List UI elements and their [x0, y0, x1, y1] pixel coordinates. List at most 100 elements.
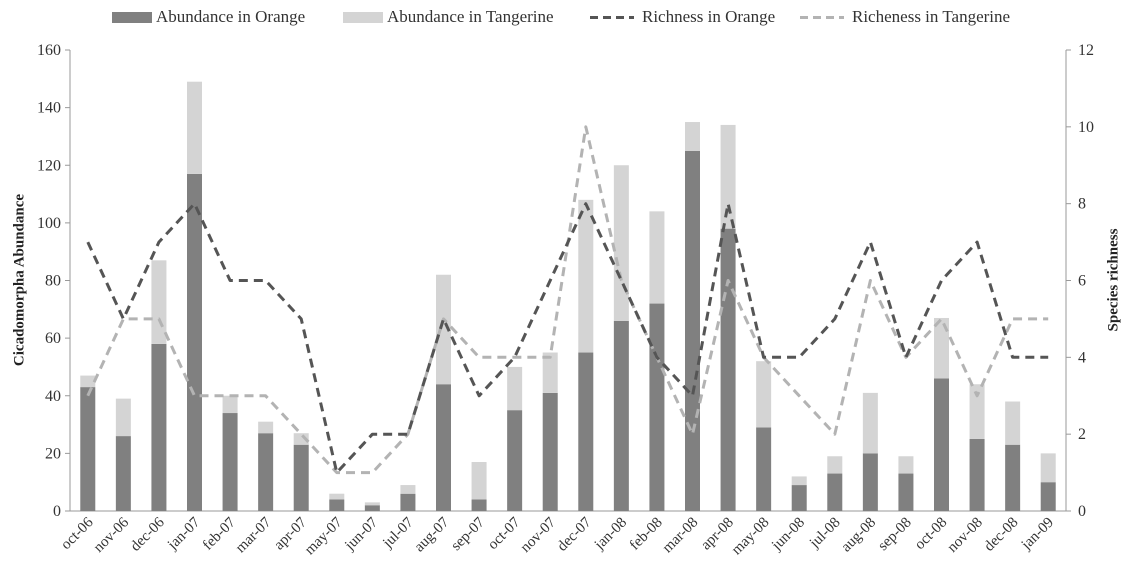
x-tick-label: feb-08 [627, 515, 666, 554]
bar-abundance-orange [436, 384, 451, 511]
legend-swatch-richness-tangerine [800, 15, 844, 19]
x-tick-label: mar-07 [233, 514, 275, 556]
bar-abundance-orange [80, 387, 96, 511]
x-tick-label: jul-07 [379, 514, 417, 552]
bar-abundance-orange [329, 499, 345, 511]
x-tick-label: jun-08 [768, 515, 808, 555]
bar-abundance-tangerine [222, 395, 238, 414]
bar-abundance-orange [649, 303, 665, 511]
x-tick-label: oct-08 [912, 515, 950, 553]
bar-abundance-tangerine [293, 433, 309, 445]
x-tick-label: nov-07 [518, 514, 560, 556]
bar-abundance-orange [151, 343, 167, 511]
legend-item-abundance-orange: Abundance in Orange [112, 4, 305, 30]
bar-abundance-tangerine [329, 493, 345, 500]
y-left-tick-label: 100 [37, 215, 61, 232]
bar-abundance-tangerine [578, 199, 594, 353]
x-tick-label: jan-07 [164, 514, 203, 553]
y-left-tick-label: 20 [45, 445, 61, 462]
legend-label-richness-tangerine: Richeness in Tangerine [852, 7, 1011, 26]
x-tick-label: nov-06 [91, 514, 133, 556]
x-tick-label: dec-08 [981, 515, 1021, 555]
x-tick-label: oct-07 [485, 514, 524, 553]
x-tick-label: jan-08 [591, 515, 630, 554]
bar-abundance-tangerine [969, 384, 985, 439]
x-tick-label: aug-07 [412, 514, 453, 555]
bar-abundance-orange [720, 228, 736, 511]
bar-abundance-orange [400, 493, 416, 511]
line-richness-orange [86, 202, 1049, 475]
bar-abundance-orange [187, 173, 202, 512]
legend-label-abundance-orange: Abundance in Orange [156, 7, 306, 26]
bar-abundance-tangerine [649, 211, 665, 304]
legend-item-abundance-tangerine: Abundance in Tangerine [343, 4, 554, 30]
legend-label-richness-orange: Richness in Orange [642, 7, 776, 26]
bar-abundance-orange [364, 505, 380, 511]
bar-abundance-tangerine [115, 398, 131, 437]
bar-abundance-tangerine [685, 122, 700, 151]
y-left-tick-label: 0 [53, 503, 61, 520]
bar-abundance-orange [827, 473, 843, 511]
bar-abundance-orange [578, 352, 594, 511]
bar-abundance-tangerine [471, 462, 487, 500]
y-left-tick-label: 140 [37, 100, 61, 117]
y-right-tick-label: 6 [1078, 273, 1086, 290]
y-right-tick-label: 10 [1078, 119, 1094, 136]
bar-abundance-orange [507, 410, 523, 511]
bar-abundance-tangerine [364, 502, 380, 506]
bar-abundance-tangerine [756, 361, 772, 428]
bar-abundance-orange [862, 453, 878, 511]
x-tick-label: dec-07 [554, 514, 595, 555]
y-right-tick-label: 8 [1078, 196, 1086, 213]
bar-abundance-tangerine [827, 456, 843, 474]
bar-abundance-orange [613, 320, 629, 511]
x-tick-label: may-08 [729, 515, 773, 559]
y-left-tick-label: 80 [45, 273, 61, 290]
x-tick-label: sep-07 [448, 514, 488, 554]
bar-abundance-tangerine [80, 375, 96, 388]
bar-abundance-tangerine [1005, 401, 1021, 445]
bar-abundance-orange [258, 433, 274, 511]
bar-abundance-tangerine [862, 392, 878, 454]
legend-swatch-abundance-orange [112, 11, 152, 23]
bar-abundance-orange [293, 444, 309, 511]
bar-abundance-orange [969, 438, 985, 511]
bar-abundance-tangerine [507, 366, 523, 411]
x-tick-label: jun-07 [341, 514, 381, 554]
bar-abundance-tangerine [898, 456, 914, 474]
x-tick-label: mar-08 [660, 515, 702, 557]
y-right-tick-label: 4 [1078, 349, 1086, 366]
bar-abundance-orange [471, 499, 487, 511]
bar-abundance-tangerine [613, 165, 629, 321]
x-tick-label: sep-08 [875, 515, 915, 555]
bar-abundance-orange [115, 436, 131, 511]
bar-abundance-tangerine [720, 124, 736, 229]
legend-label-abundance-tangerine: Abundance in Tangerine [387, 7, 554, 26]
x-tick-label: nov-08 [945, 515, 986, 556]
bar-abundance-orange [756, 427, 772, 511]
legend-swatch-abundance-tangerine [343, 11, 383, 23]
x-tick-label: oct-06 [58, 514, 97, 553]
bar-abundance-orange [542, 392, 558, 511]
bar-abundance-orange [222, 413, 238, 511]
bar-abundance-orange [934, 378, 949, 511]
chart-legend: Abundance in Orange Abundance in Tangeri… [0, 4, 1130, 30]
x-tick-label: aug-08 [838, 515, 879, 556]
y-left-tick-label: 120 [37, 157, 61, 174]
bar-abundance-orange [685, 150, 700, 511]
bar-abundance-tangerine [791, 476, 807, 486]
y-right-tick-label: 0 [1078, 503, 1086, 520]
bar-abundance-tangerine [436, 274, 451, 385]
y-right-tick-label: 2 [1078, 426, 1086, 443]
bar-abundance-orange [1040, 482, 1056, 511]
y-left-tick-label: 60 [45, 330, 61, 347]
x-tick-label: feb-07 [200, 514, 239, 553]
y-right-tick-label: 12 [1078, 42, 1094, 59]
x-tick-label: jul-08 [806, 515, 843, 552]
bar-abundance-tangerine [400, 485, 416, 494]
y-left-tick-label: 40 [45, 388, 61, 405]
legend-swatch-richness-orange [590, 15, 634, 19]
bar-abundance-tangerine [151, 260, 167, 344]
y-left-tick-label: 160 [37, 42, 61, 59]
